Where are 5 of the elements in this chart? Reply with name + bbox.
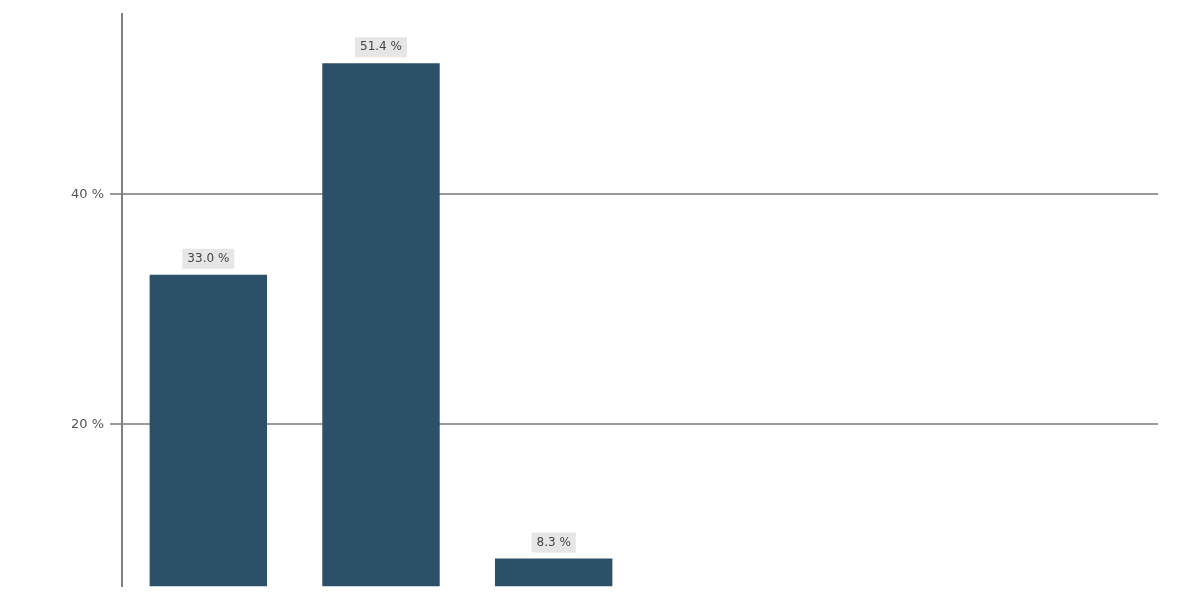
- data-label: 8.3 %: [536, 534, 571, 549]
- data-label: 33.0 %: [187, 250, 230, 265]
- y-tick-label: 20 %: [70, 415, 104, 431]
- y-tick-label: 40 %: [70, 185, 104, 201]
- data-label: 51.4 %: [360, 39, 402, 54]
